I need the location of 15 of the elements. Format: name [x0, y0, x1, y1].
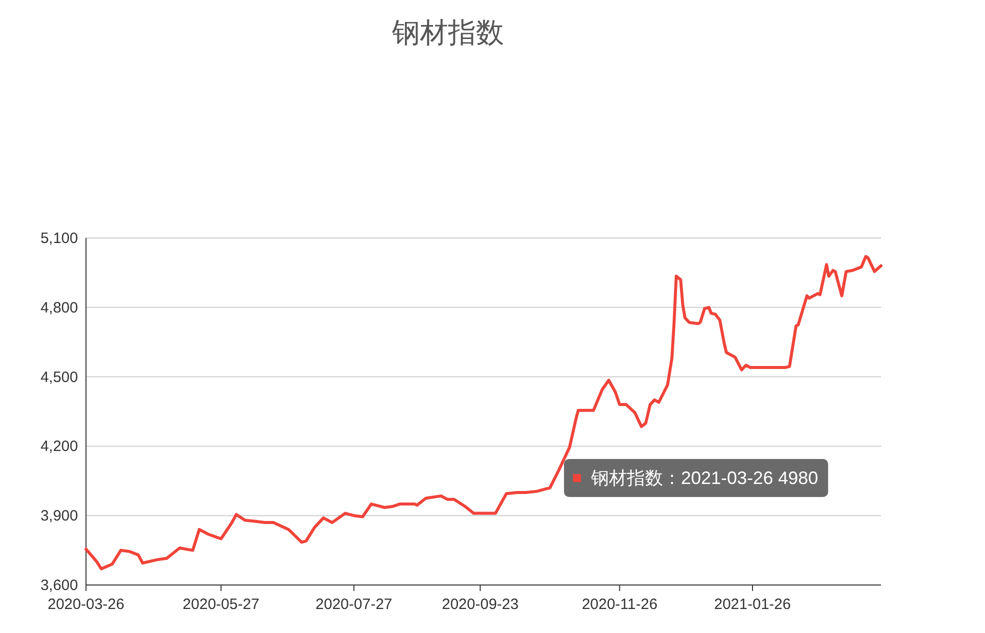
- x-tick-label: 2020-05-27: [182, 596, 260, 613]
- x-tick-label: 2020-07-27: [316, 596, 392, 613]
- y-tick-label: 3,600: [40, 577, 78, 594]
- y-tick-label: 3,900: [40, 508, 78, 525]
- x-tick-label: 2020-03-26: [48, 596, 124, 613]
- y-tick-label: 4,800: [40, 299, 78, 316]
- y-tick-label: 5,100: [40, 230, 78, 247]
- x-tick-label: 2020-11-26: [582, 596, 658, 613]
- x-tick-label: 2021-01-26: [714, 596, 791, 613]
- annotation: 钢材指数：2021-03-26 4980: [590, 468, 818, 488]
- x-tick-label: 2020-09-23: [442, 596, 519, 613]
- y-tick-label: 4,200: [40, 438, 78, 456]
- line-series: [84, 255, 882, 570]
- y-tick-label: 4,500: [40, 368, 78, 386]
- chart-title: 钢材指数: [391, 17, 504, 48]
